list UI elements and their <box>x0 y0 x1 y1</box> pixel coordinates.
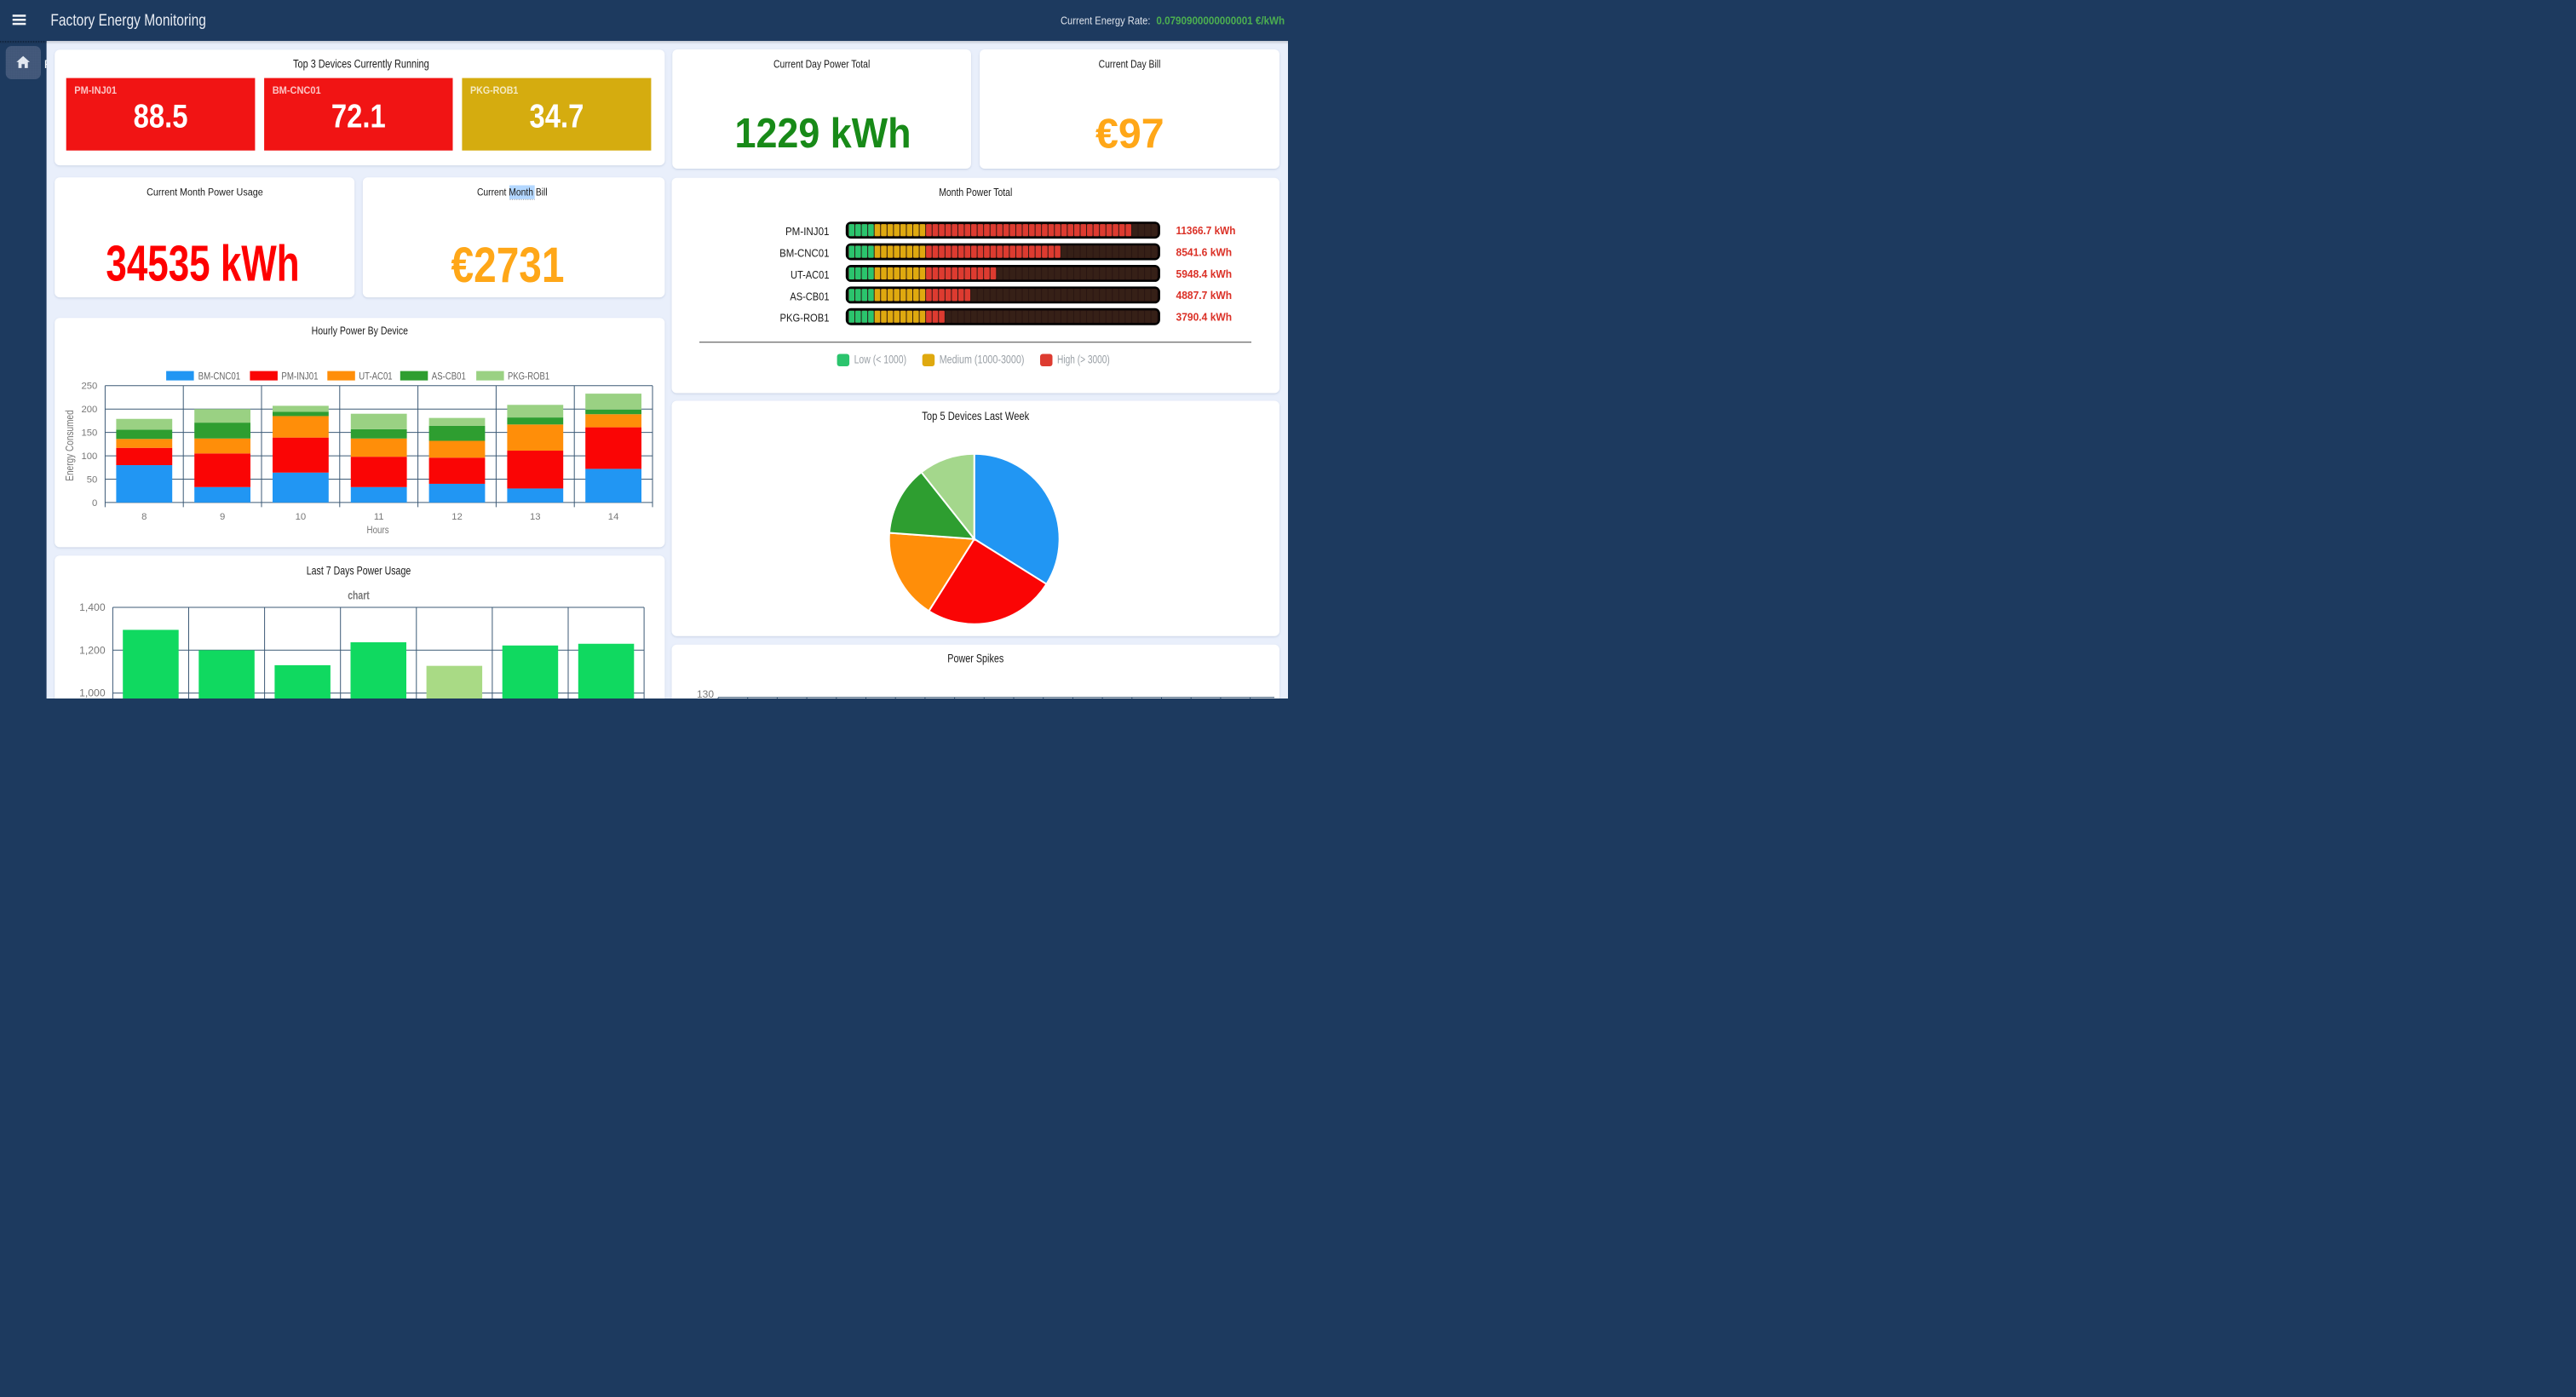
svg-text:€2731: €2731 <box>451 239 565 293</box>
svg-text:BM-CNC01: BM-CNC01 <box>273 84 321 96</box>
svg-text:BM-CNC01: BM-CNC01 <box>779 247 830 260</box>
svg-text:PM-INJ01: PM-INJ01 <box>281 371 318 382</box>
svg-text:1,400: 1,400 <box>79 601 106 613</box>
svg-text:130: 130 <box>697 688 714 698</box>
svg-text:200: 200 <box>81 405 97 415</box>
svg-text:8: 8 <box>141 512 147 522</box>
svg-text:0: 0 <box>92 498 97 509</box>
svg-text:AS-CB01: AS-CB01 <box>432 371 466 382</box>
svg-text:8541.6 kWh: 8541.6 kWh <box>1176 246 1233 258</box>
svg-text:Current Month Power Usage: Current Month Power Usage <box>147 187 263 198</box>
svg-text:34535 kWh: 34535 kWh <box>106 236 299 292</box>
svg-text:chart: chart <box>348 589 369 602</box>
svg-text:Medium (1000-3000): Medium (1000-3000) <box>940 354 1025 366</box>
svg-text:PKG-ROB1: PKG-ROB1 <box>780 312 830 325</box>
svg-text:100: 100 <box>81 451 97 462</box>
svg-text:BM-CNC01: BM-CNC01 <box>198 371 241 382</box>
svg-text:PM-INJ01: PM-INJ01 <box>785 225 830 238</box>
svg-text:Month Power Total: Month Power Total <box>939 187 1012 198</box>
svg-text:Factory Energy Monitoring: Factory Energy Monitoring <box>50 10 205 29</box>
svg-text:50: 50 <box>87 474 98 485</box>
svg-text:PM-INJ01: PM-INJ01 <box>74 84 117 96</box>
svg-text:4887.7 kWh: 4887.7 kWh <box>1176 290 1233 302</box>
svg-text:13: 13 <box>530 512 541 522</box>
svg-text:9: 9 <box>220 512 225 522</box>
svg-text:PKG-ROB1: PKG-ROB1 <box>508 371 549 382</box>
svg-text:Energy Consumed: Energy Consumed <box>65 410 76 480</box>
svg-text:14: 14 <box>608 512 619 522</box>
svg-text:PKG-ROB1: PKG-ROB1 <box>470 85 519 96</box>
svg-text:1,000: 1,000 <box>79 687 106 698</box>
svg-text:11366.7 kWh: 11366.7 kWh <box>1176 225 1236 238</box>
svg-text:250: 250 <box>81 382 97 392</box>
svg-text:3790.4 kWh: 3790.4 kWh <box>1176 311 1233 323</box>
svg-text:Current Month Bill: Current Month Bill <box>477 187 548 198</box>
svg-text:Current Energy Rate:: Current Energy Rate: <box>1061 14 1150 26</box>
svg-text:11: 11 <box>374 512 384 522</box>
svg-text:Hourly Power By Device: Hourly Power By Device <box>312 324 409 337</box>
svg-text:€97: €97 <box>1095 111 1164 158</box>
svg-text:Low (< 1000): Low (< 1000) <box>854 353 906 366</box>
svg-text:34.7: 34.7 <box>529 98 584 135</box>
svg-text:Current Day Bill: Current Day Bill <box>1099 58 1161 70</box>
svg-text:10: 10 <box>296 512 307 522</box>
svg-text:Last 7 Days Power Usage: Last 7 Days Power Usage <box>307 564 411 578</box>
svg-text:72.1: 72.1 <box>331 98 386 135</box>
svg-text:1,200: 1,200 <box>79 644 106 656</box>
svg-text:UT-AC01: UT-AC01 <box>359 371 392 382</box>
svg-text:0.0790900000000001 €/kWh: 0.0790900000000001 €/kWh <box>1156 14 1285 27</box>
svg-text:Power Spikes: Power Spikes <box>947 652 1003 664</box>
svg-text:150: 150 <box>81 428 97 439</box>
svg-text:Hours: Hours <box>367 525 390 536</box>
svg-text:1229 kWh: 1229 kWh <box>735 109 911 156</box>
svg-text:Current Day Power Total: Current Day Power Total <box>773 58 870 70</box>
svg-text:Top 5 Devices Last Week: Top 5 Devices Last Week <box>922 410 1030 423</box>
svg-text:88.5: 88.5 <box>134 98 188 135</box>
svg-text:12: 12 <box>451 512 463 522</box>
svg-text:5948.4 kWh: 5948.4 kWh <box>1176 267 1233 279</box>
svg-text:High (> 3000): High (> 3000) <box>1057 353 1110 366</box>
svg-text:UT-AC01: UT-AC01 <box>791 268 830 281</box>
svg-text:Top 3 Devices Currently Runnin: Top 3 Devices Currently Running <box>293 57 429 71</box>
svg-text:AS-CB01: AS-CB01 <box>790 290 829 302</box>
